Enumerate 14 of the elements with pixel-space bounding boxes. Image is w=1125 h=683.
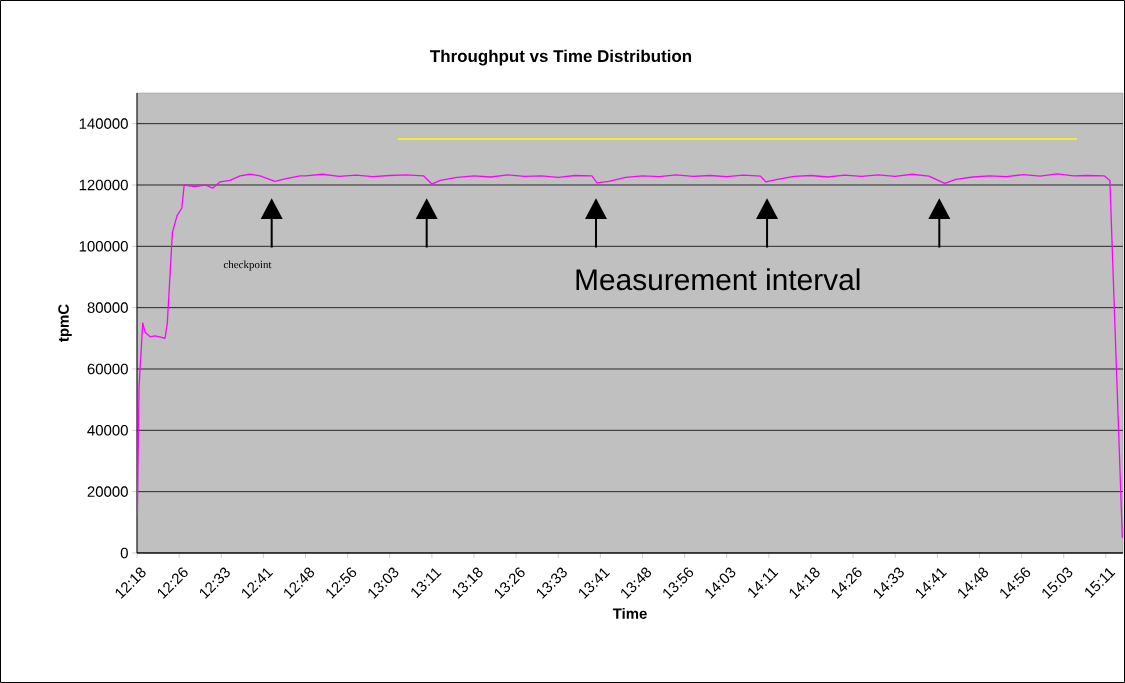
annotation: Measurement interval xyxy=(576,268,860,291)
y-axis-title: tpmC xyxy=(58,304,72,342)
annotation: checkpoint xyxy=(223,260,272,271)
y-tick-label: 100000 xyxy=(79,241,128,252)
y-tick-label: 140000 xyxy=(79,118,128,129)
y-tick-label: 0 xyxy=(120,547,128,559)
line-series xyxy=(137,173,1123,539)
y-tick-label: 40000 xyxy=(87,425,128,436)
y-tick-label: 120000 xyxy=(79,179,128,191)
chart-title: Throughput vs Time Distribution xyxy=(430,49,692,66)
y-tick-label: 60000 xyxy=(87,363,128,375)
x-axis-title: Time xyxy=(612,607,647,619)
y-tick-label: 20000 xyxy=(87,486,128,497)
y-tick-label: 80000 xyxy=(87,302,128,313)
